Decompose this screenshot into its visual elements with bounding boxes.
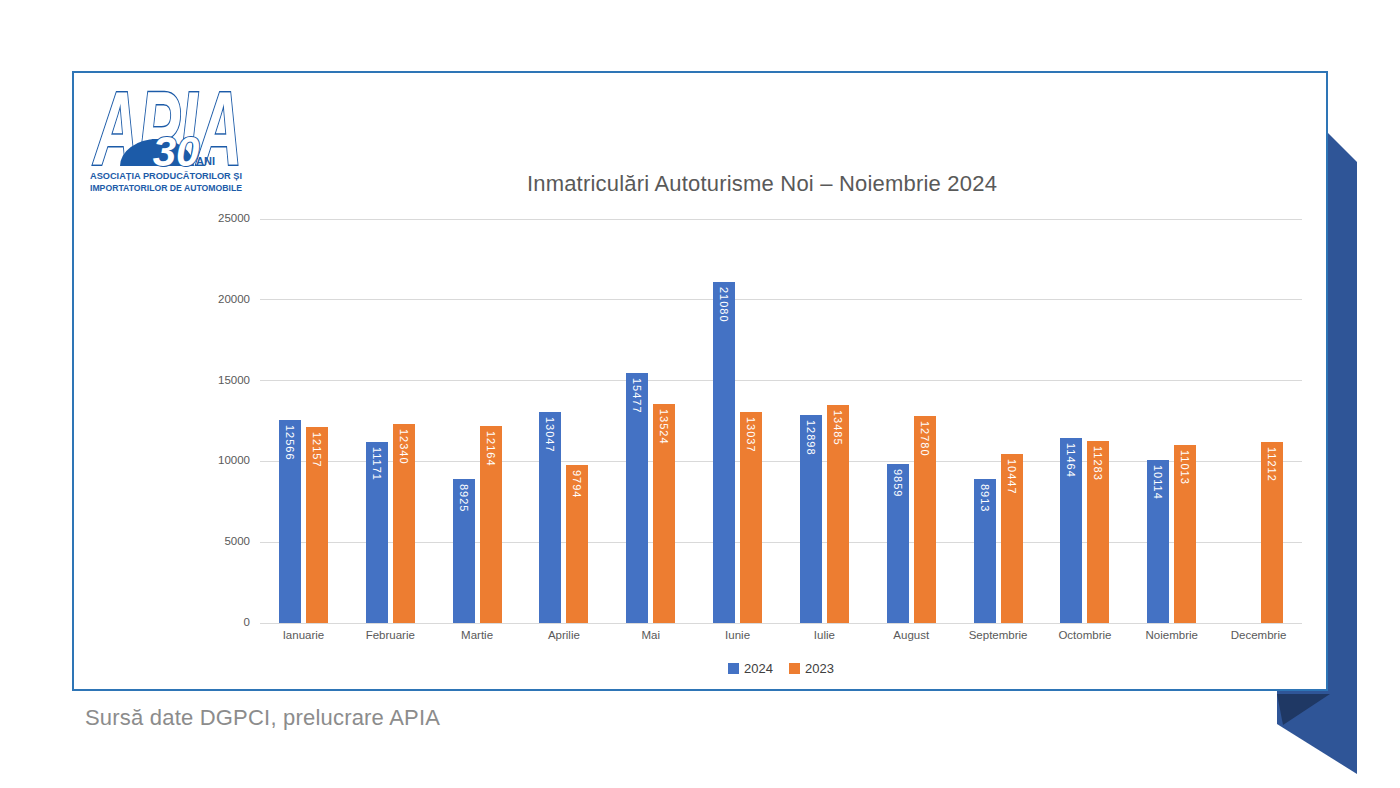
bar-value-label: 8913 bbox=[979, 484, 991, 512]
x-tick-label-iunie: Iunie bbox=[688, 629, 788, 641]
x-tick-label-august: August bbox=[861, 629, 961, 641]
logo-association-line1: ASOCIAȚIA PRODUCĂTORILOR ȘI bbox=[90, 170, 242, 181]
logo-anniversary-suffix: ANI bbox=[196, 155, 215, 167]
apia-logo: APIA 30 ANI ASOCIAȚIA PRODUCĂTORILOR ȘI … bbox=[88, 78, 248, 196]
y-tick-label-0: 0 bbox=[74, 616, 250, 628]
bar-value-label: 9794 bbox=[571, 470, 583, 498]
gridline-25000 bbox=[260, 219, 1302, 220]
x-tick-label-martie: Martie bbox=[427, 629, 527, 641]
bar-2024-iulie: 12898 bbox=[800, 415, 822, 623]
chart-legend: 2024 2023 bbox=[260, 661, 1302, 676]
x-tick-label-februarie: Februarie bbox=[340, 629, 440, 641]
bar-2024-februarie: 11171 bbox=[366, 442, 388, 623]
gridline-10000 bbox=[260, 461, 1302, 462]
bar-value-label: 10114 bbox=[1152, 465, 1164, 500]
bar-value-label: 12340 bbox=[398, 429, 410, 465]
bar-value-label: 11283 bbox=[1092, 446, 1104, 481]
bar-value-label: 12157 bbox=[311, 432, 323, 468]
source-note: Sursă date DGPCI, prelucrare APIA bbox=[85, 705, 440, 731]
legend-label: 2023 bbox=[805, 661, 834, 676]
chart-card: APIA 30 ANI ASOCIAȚIA PRODUCĂTORILOR ȘI … bbox=[72, 71, 1328, 691]
bar-2024-august: 9859 bbox=[887, 464, 909, 623]
bar-value-label: 13485 bbox=[832, 410, 844, 446]
bar-2024-aprilie: 13047 bbox=[539, 412, 561, 623]
chart-title: Inmatriculări Autoturisme Noi – Noiembri… bbox=[241, 171, 1283, 197]
bar-2023-ianuarie: 12157 bbox=[306, 427, 328, 623]
gridline-5000 bbox=[260, 542, 1302, 543]
bar-2023-iunie: 13037 bbox=[740, 412, 762, 623]
x-tick-label-aprilie: Aprilie bbox=[514, 629, 614, 641]
bar-2024-mai: 15477 bbox=[626, 373, 648, 623]
bar-value-label: 9859 bbox=[892, 469, 904, 497]
x-tick-label-mai: Mai bbox=[601, 629, 701, 641]
legend-swatch-icon bbox=[789, 663, 800, 674]
bar-value-label: 13047 bbox=[544, 417, 556, 453]
y-tick-label-20000: 20000 bbox=[74, 293, 250, 305]
gridline-0 bbox=[260, 623, 1302, 624]
legend-label: 2024 bbox=[744, 661, 773, 676]
bar-2024-iunie: 21080 bbox=[713, 282, 735, 623]
x-tick-label-decembrie: Decembrie bbox=[1209, 629, 1309, 641]
bar-2023-octombrie: 11283 bbox=[1087, 441, 1109, 623]
bar-2023-martie: 12164 bbox=[480, 426, 502, 623]
bar-2023-aprilie: 9794 bbox=[566, 465, 588, 623]
page: APIA 30 ANI ASOCIAȚIA PRODUCĂTORILOR ȘI … bbox=[0, 0, 1400, 788]
bar-2024-ianuarie: 12566 bbox=[279, 420, 301, 623]
bar-value-label: 11464 bbox=[1065, 443, 1077, 478]
bar-2024-noiembrie: 10114 bbox=[1147, 460, 1169, 623]
bar-2023-septembrie: 10447 bbox=[1001, 454, 1023, 623]
bar-value-label: 8925 bbox=[458, 484, 470, 512]
logo-association-line2: IMPORTATORILOR DE AUTOMOBILE bbox=[90, 182, 242, 193]
gridline-15000 bbox=[260, 380, 1302, 381]
bar-2024-octombrie: 11464 bbox=[1060, 438, 1082, 623]
legend-swatch-icon bbox=[728, 663, 739, 674]
bar-value-label: 12164 bbox=[485, 431, 497, 467]
bar-value-label: 13524 bbox=[658, 409, 670, 445]
bar-2023-februarie: 12340 bbox=[393, 424, 415, 623]
bar-2023-decembrie: 11212 bbox=[1261, 442, 1283, 623]
bar-value-label: 15477 bbox=[631, 378, 643, 414]
bar-value-label: 13037 bbox=[745, 417, 757, 453]
y-tick-label-5000: 5000 bbox=[74, 535, 250, 547]
legend-item-2024: 2024 bbox=[728, 661, 773, 676]
x-axis-labels: IanuarieFebruarieMartieAprilieMaiIunieIu… bbox=[260, 629, 1302, 645]
logo-anniversary-number: 30 bbox=[153, 128, 200, 175]
bar-2024-martie: 8925 bbox=[453, 479, 475, 623]
x-tick-label-iulie: Iulie bbox=[774, 629, 874, 641]
bar-2023-august: 12780 bbox=[914, 416, 936, 623]
gridline-20000 bbox=[260, 299, 1302, 300]
bar-value-label: 12780 bbox=[919, 421, 931, 457]
bar-value-label: 11013 bbox=[1179, 450, 1191, 485]
bar-value-label: 12898 bbox=[805, 420, 817, 456]
bar-value-label: 12566 bbox=[284, 425, 296, 461]
bar-value-label: 10447 bbox=[1006, 459, 1018, 495]
x-tick-label-octombrie: Octombrie bbox=[1035, 629, 1135, 641]
y-tick-label-25000: 25000 bbox=[74, 212, 250, 224]
legend-item-2023: 2023 bbox=[789, 661, 834, 676]
x-tick-label-septembrie: Septembrie bbox=[948, 629, 1048, 641]
y-tick-label-10000: 10000 bbox=[74, 454, 250, 466]
plot-area: 12566 12157 11171 12340 8925 12164 13047 9794 15… bbox=[260, 219, 1302, 623]
y-tick-label-15000: 15000 bbox=[74, 374, 250, 386]
bar-2023-iulie: 13485 bbox=[827, 405, 849, 623]
bar-2023-noiembrie: 11013 bbox=[1174, 445, 1196, 623]
bar-value-label: 11212 bbox=[1266, 447, 1278, 482]
x-tick-label-noiembrie: Noiembrie bbox=[1122, 629, 1222, 641]
bar-value-label: 21080 bbox=[718, 287, 730, 323]
y-axis-labels: 0500010000150002000025000 bbox=[74, 219, 250, 623]
x-tick-label-ianuarie: Ianuarie bbox=[253, 629, 353, 641]
bar-2023-mai: 13524 bbox=[653, 404, 675, 623]
bar-2024-septembrie: 8913 bbox=[974, 479, 996, 623]
bar-value-label: 11171 bbox=[371, 447, 383, 481]
